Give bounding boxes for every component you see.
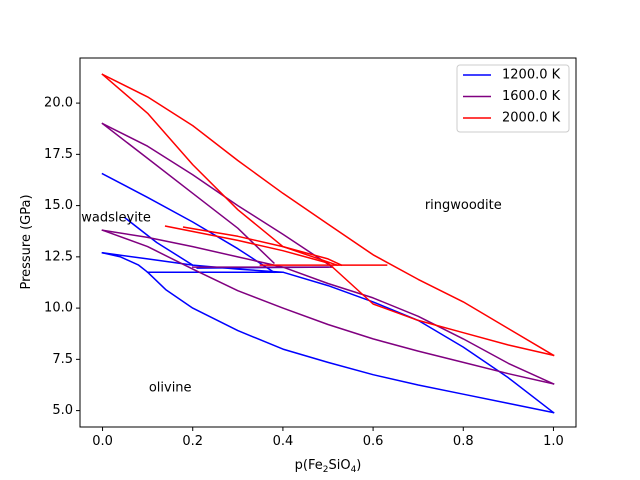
series-0-line-0 <box>101 251 555 414</box>
legend: 1200.0 K 1600.0 K 2000.0 K <box>456 64 570 133</box>
legend-entry-label: 1600.0 K <box>502 89 561 104</box>
x-axis-ticks: 0.0 0.2 0.4 0.6 0.8 1.0 <box>92 427 564 449</box>
series-2-line-4 <box>182 226 343 267</box>
series-1-line-1 <box>101 229 555 385</box>
y-tick-label: 5.0 <box>52 403 73 418</box>
series-0-line-2 <box>101 172 275 274</box>
series-2-line-1 <box>101 73 555 357</box>
x-axis-label: p(Fe2SiO4) <box>295 458 362 475</box>
region-label-2: ringwoodite <box>425 198 502 213</box>
axes-frame <box>79 57 577 428</box>
region-label-1: wadsleyite <box>81 210 151 225</box>
x-tick-label: 1.0 <box>543 434 564 449</box>
region-labels: olivine wadsleyite ringwoodite <box>81 198 501 396</box>
legend-entry-label: 2000.0 K <box>502 111 561 126</box>
y-tick-label: 15.0 <box>44 198 73 213</box>
y-tick-label: 17.5 <box>44 147 73 162</box>
legend-box <box>456 64 570 133</box>
y-tick-label: 12.5 <box>44 249 73 264</box>
legend-entry-label: 1200.0 K <box>502 68 561 83</box>
y-axis-ticks: 5.0 7.5 10.0 12.5 15.0 17.5 20.0 <box>44 96 80 418</box>
series-1-line-0 <box>101 229 555 385</box>
x-tick-label: 0.4 <box>273 434 294 449</box>
series-lines <box>101 73 555 414</box>
x-tick-label: 0.0 <box>92 434 113 449</box>
series-2-line-3 <box>164 225 555 357</box>
series-0-line-3 <box>124 216 194 267</box>
y-tick-label: 7.5 <box>52 352 73 367</box>
x-tick-label: 0.8 <box>453 434 474 449</box>
y-tick-label: 20.0 <box>44 96 73 111</box>
x-tick-label: 0.6 <box>363 434 384 449</box>
region-label-0: olivine <box>149 381 192 396</box>
y-tick-label: 10.0 <box>44 301 73 316</box>
series-0-line-1 <box>101 251 555 414</box>
y-axis-label: Pressure (GPa) <box>19 194 34 289</box>
series-1-line-3 <box>101 122 334 269</box>
x-tick-label: 0.2 <box>182 434 203 449</box>
